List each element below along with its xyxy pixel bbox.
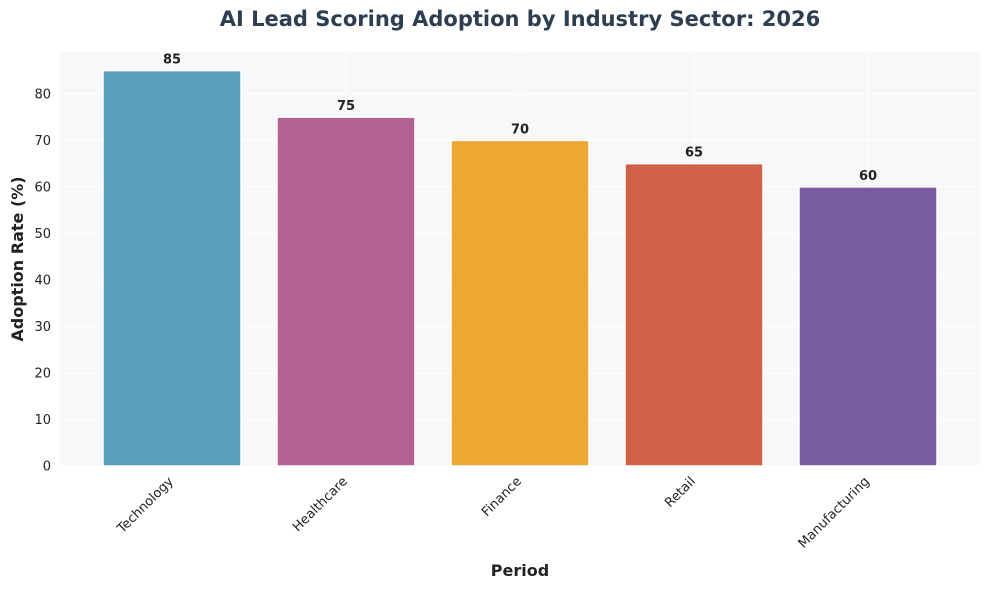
- bar-manufacturing: [798, 186, 938, 467]
- y-tick-label-10: 10: [34, 413, 51, 428]
- bar-retail: [624, 162, 764, 467]
- y-tick-label-60: 60: [34, 180, 51, 195]
- value-label-healthcare: 75: [337, 99, 355, 114]
- y-tick-label-0: 0: [43, 460, 51, 475]
- value-label-finance: 70: [511, 122, 529, 137]
- bar-finance: [450, 139, 590, 467]
- y-tick-label-50: 50: [34, 227, 51, 242]
- y-axis-label: Adoption Rate (%): [8, 176, 27, 341]
- x-tick-label-manufacturing: Manufacturing: [796, 474, 873, 551]
- y-tick-label-30: 30: [34, 320, 51, 335]
- x-axis-ticks: Technology Healthcare Finance Retail Manufac…: [114, 474, 873, 551]
- value-label-retail: 65: [685, 146, 703, 161]
- y-tick-label-70: 70: [34, 134, 51, 149]
- x-tick-label-technology: Technology: [114, 474, 177, 537]
- bars: [102, 69, 938, 467]
- chart-title: AI Lead Scoring Adoption by Industry Sec…: [220, 7, 821, 31]
- y-tick-label-80: 80: [34, 87, 51, 102]
- x-tick-label-retail: Retail: [662, 474, 699, 511]
- bar-healthcare: [276, 116, 416, 467]
- bar-technology: [102, 69, 242, 467]
- value-label-technology: 85: [163, 53, 181, 68]
- y-tick-label-20: 20: [34, 366, 51, 381]
- x-tick-label-healthcare: Healthcare: [290, 474, 351, 535]
- y-tick-label-40: 40: [34, 273, 51, 288]
- x-axis-label: Period: [491, 561, 549, 580]
- x-tick-label-finance: Finance: [479, 474, 525, 520]
- value-labels: 85 75 70 65 60: [163, 53, 877, 184]
- y-axis-ticks: 0 10 20 30 40 50 60 70 80: [34, 87, 51, 474]
- value-label-manufacturing: 60: [859, 169, 877, 184]
